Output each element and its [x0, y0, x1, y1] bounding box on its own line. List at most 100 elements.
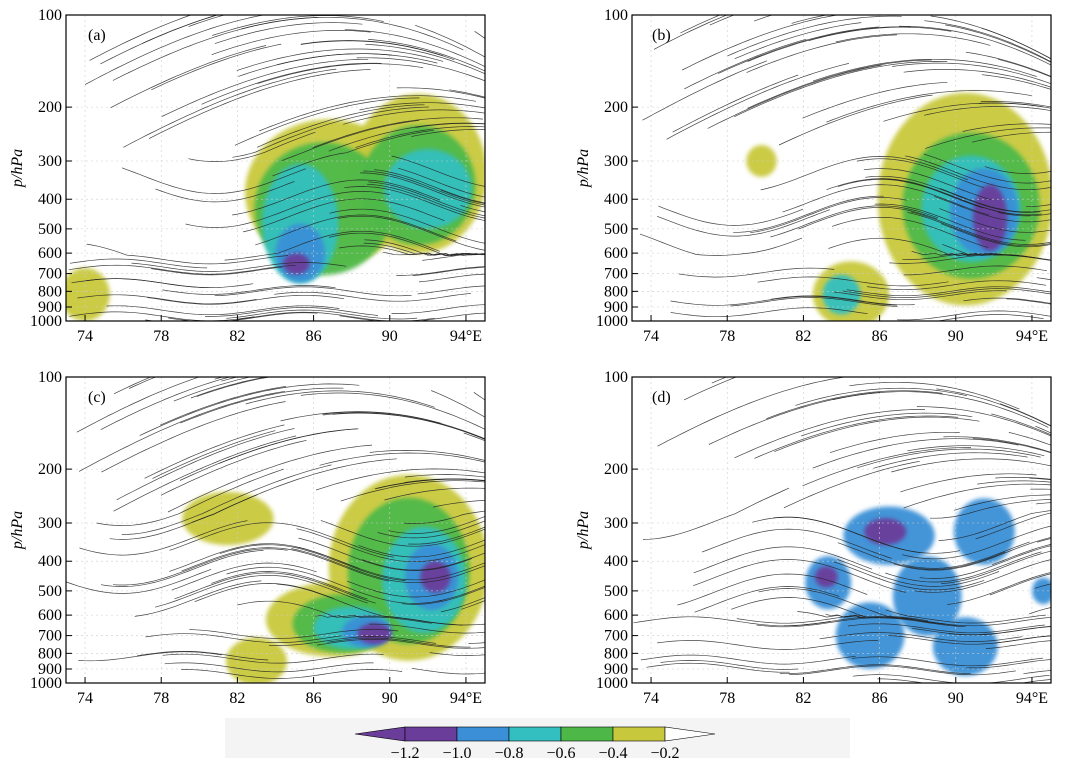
streamline	[404, 474, 485, 478]
streamline	[940, 223, 1051, 248]
streamline	[903, 483, 1051, 509]
colorbar-segment	[508, 726, 562, 742]
streamline	[997, 58, 1051, 78]
streamline	[877, 678, 1051, 683]
streamline	[981, 74, 1051, 90]
streamline	[401, 587, 485, 605]
streamline	[196, 377, 272, 397]
streamline	[181, 547, 389, 582]
y-tick-label: 700	[38, 266, 62, 283]
streamline	[750, 197, 907, 234]
streamline	[468, 642, 485, 644]
streamline	[384, 487, 485, 501]
streamline	[201, 62, 382, 105]
streamline	[185, 191, 390, 228]
streamline	[291, 548, 485, 584]
panel-a-streamlines	[66, 15, 485, 321]
streamline	[256, 104, 425, 148]
streamline	[795, 387, 968, 406]
streamline	[798, 206, 938, 230]
streamline	[997, 212, 1051, 217]
streamline	[190, 377, 269, 399]
x-tick-label: 82	[229, 328, 245, 345]
streamline	[417, 285, 485, 295]
x-tick-label: 74	[643, 328, 659, 345]
panel-b: 74 78 82 86 90 94°E 100 200 300 400 500 600 70080090…	[575, 7, 1052, 345]
x-tick-label: 82	[795, 328, 811, 345]
y-tick-label: 300	[38, 153, 62, 170]
streamline	[121, 464, 332, 535]
streamline	[934, 195, 1051, 223]
streamline	[833, 290, 1007, 301]
y-tick-label: 200	[604, 461, 628, 478]
streamline	[791, 15, 828, 24]
streamline	[849, 381, 1020, 410]
streamline	[300, 392, 485, 430]
streamline	[939, 188, 1051, 213]
streamline	[268, 636, 436, 646]
streamline	[907, 445, 1045, 457]
streamline	[718, 26, 879, 74]
x-tick-label: 94°E	[450, 690, 482, 707]
streamline	[100, 550, 264, 587]
streamline	[747, 26, 911, 62]
streamline	[837, 179, 983, 209]
streamline	[145, 633, 343, 643]
panel-a-shading	[66, 94, 485, 321]
streamline	[101, 401, 286, 473]
panel-d: 74 78 82 86 90 94°E 100 200 300 400 500 600 70080090…	[575, 369, 1052, 707]
x-tick-label: 90	[948, 690, 964, 707]
streamline	[1037, 538, 1051, 543]
y-tick-label: 700	[604, 628, 628, 645]
y-tick-label: 400	[604, 191, 628, 208]
streamline	[874, 203, 1026, 241]
x-tick-label: 86	[306, 690, 322, 707]
streamline	[408, 526, 485, 545]
streamline	[396, 266, 485, 276]
streamline	[418, 273, 485, 283]
streamline	[954, 494, 1051, 511]
streamline	[388, 516, 485, 534]
streamline	[646, 662, 790, 673]
streamline	[984, 166, 1051, 174]
x-tick-label: 82	[795, 690, 811, 707]
streamline	[245, 390, 435, 408]
streamline	[374, 169, 485, 204]
streamline	[832, 391, 1049, 428]
panel-a-ylabel: p/hPa	[9, 149, 26, 188]
streamline	[123, 68, 337, 148]
panel-c-ylabel: p/hPa	[9, 511, 26, 550]
y-tick-label: 500	[604, 221, 628, 238]
streamline	[842, 288, 1051, 298]
streamline	[89, 15, 192, 61]
x-tick-label: 78	[719, 690, 735, 707]
streamline	[819, 632, 1023, 642]
streamline	[812, 58, 1037, 82]
streamline	[232, 179, 440, 216]
streamline	[734, 22, 862, 60]
y-tick-label: 300	[604, 515, 628, 532]
x-tick-label: 78	[719, 328, 735, 345]
y-tick-label: 400	[604, 553, 628, 570]
streamline	[925, 127, 1051, 149]
colorbar-tick-label: −0.4	[598, 745, 627, 762]
shading-blob	[932, 617, 998, 676]
streamline	[771, 295, 915, 306]
colorbar: −1.2 −1.0 −0.8 −0.6 −0.4 −0.2	[225, 718, 850, 762]
streamline	[757, 276, 949, 287]
streamline	[677, 573, 868, 606]
y-tick-label: 200	[38, 99, 62, 116]
streamline	[977, 480, 1051, 485]
y-tick-label: 700	[38, 628, 62, 645]
streamline	[902, 525, 1051, 560]
streamline	[837, 559, 1000, 587]
shading-blob	[283, 253, 310, 275]
shading-blob	[66, 268, 110, 321]
colorbar-ticks: −1.2 −1.0 −0.8 −0.6 −0.4 −0.2	[390, 745, 679, 762]
streamline	[879, 178, 1031, 216]
streamline	[1036, 502, 1051, 505]
streamline	[758, 588, 928, 622]
streamline	[317, 638, 485, 649]
x-tick-label: 86	[872, 690, 888, 707]
streamline	[657, 377, 848, 447]
